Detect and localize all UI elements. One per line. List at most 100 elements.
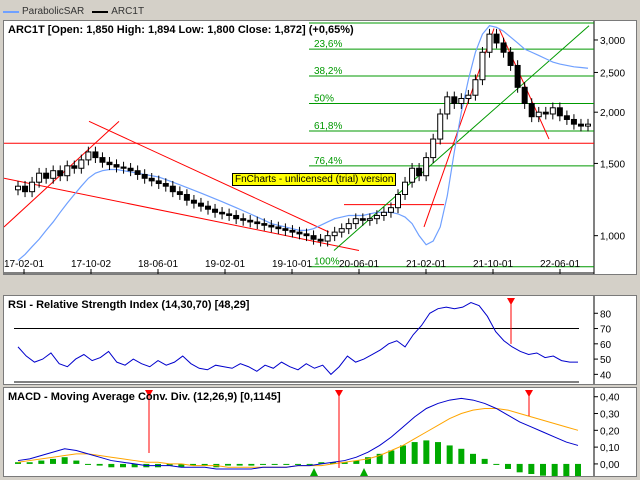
y-tick-label: 2,000 — [600, 108, 625, 119]
candle-body — [276, 227, 281, 229]
x-tick-label: 17-10-02 — [71, 259, 111, 270]
candle-body — [255, 222, 260, 224]
macd-histogram-bar — [120, 464, 126, 467]
candle-body — [410, 168, 415, 182]
candle-body — [564, 116, 569, 120]
macd-histogram-bar — [528, 464, 534, 474]
macd-histogram-bar — [97, 464, 103, 466]
x-tick-label: 20-06-01 — [339, 259, 379, 270]
candle-body — [44, 173, 49, 178]
candle-body — [213, 209, 218, 212]
macd-histogram-bar — [50, 459, 56, 464]
price-chart: 3,000 2,500 2,000 1,500 1,000 0% 23,6% 38,2% 50%… — [4, 21, 636, 274]
candle-body — [191, 200, 196, 203]
candle-body — [100, 158, 105, 163]
candle-body — [480, 52, 485, 79]
legend-label-price: ARC1T — [111, 6, 144, 17]
macd-histogram-bar — [15, 462, 21, 464]
macd-histogram-bar — [283, 464, 289, 465]
rsi-pane[interactable]: 80 70 60 50 40 RSI - Relative Strength Index… — [3, 295, 637, 385]
candle-body — [381, 212, 386, 215]
candle-body — [438, 114, 443, 139]
y-tick-label: 2,500 — [600, 68, 625, 79]
macd-histogram-bar — [38, 461, 44, 464]
y-tick-label: 1,000 — [600, 232, 625, 243]
macd-histogram-bar — [470, 454, 476, 464]
candle-body — [262, 224, 267, 226]
rsi-sell-marker — [507, 298, 515, 305]
macd-histogram-bar — [412, 442, 418, 464]
macd-histogram-bar — [248, 464, 254, 466]
x-tick-label: 21-02-01 — [406, 259, 446, 270]
candle-body — [515, 65, 520, 87]
macd-histogram-bar — [73, 461, 79, 464]
candle-body — [571, 119, 576, 124]
fib-level-label: 23,6% — [314, 39, 342, 50]
candle-body — [452, 97, 457, 104]
price-pane[interactable]: 3,000 2,500 2,000 1,500 1,000 0% 23,6% 38,2% 50%… — [3, 20, 637, 275]
candle-body — [374, 215, 379, 218]
y-tick-label: 3,000 — [600, 36, 625, 47]
candle-body — [114, 165, 119, 167]
candle-body — [248, 220, 253, 222]
x-tick-label: 19-02-01 — [205, 259, 245, 270]
macd-pane[interactable]: 0,40 0,30 0,20 0,10 0,00 MACD - Moving Avera… — [3, 387, 637, 477]
candle-body — [586, 124, 591, 126]
macd-signal-line — [18, 408, 578, 467]
candle-body — [142, 174, 147, 178]
candle-body — [304, 234, 309, 236]
macd-histogram-bar — [563, 464, 569, 476]
candle-body — [227, 214, 232, 216]
macd-histogram-bar — [482, 459, 488, 464]
candle-body — [184, 194, 189, 200]
x-tick-label: 21-10-01 — [473, 259, 513, 270]
macd-histogram-bar — [225, 464, 231, 466]
candle-body — [325, 236, 330, 241]
candle-body — [578, 124, 583, 126]
candle-body — [360, 219, 365, 221]
candle-body — [501, 43, 506, 52]
macd-histogram-bar — [27, 462, 33, 464]
macd-histogram-bar — [505, 464, 511, 469]
candle-body — [37, 173, 42, 182]
channel-lower — [4, 178, 359, 250]
rsi-pane-title: RSI - Relative Strength Index (14,30,70)… — [8, 299, 249, 311]
candle-body — [206, 206, 211, 209]
legend-item-price[interactable]: ARC1T — [92, 6, 144, 17]
macd-y-tick-label: 0,40 — [600, 393, 620, 404]
macd-histogram-bar — [237, 464, 243, 466]
candle-body — [536, 112, 541, 117]
candle-body — [177, 192, 182, 195]
candle-body — [388, 208, 393, 213]
macd-y-tick-label: 0,10 — [600, 443, 620, 454]
rsi-y-tick-label: 50 — [600, 355, 612, 366]
macd-histogram-bar — [575, 464, 581, 476]
candle-body — [403, 182, 408, 194]
candle-body — [107, 162, 112, 164]
rsi-y-tick-label: 60 — [600, 340, 612, 351]
macd-histogram-bar — [400, 445, 406, 463]
candle-body — [241, 219, 246, 221]
macd-line — [18, 398, 578, 469]
macd-histogram-bar — [307, 464, 313, 465]
candle-body — [121, 167, 126, 168]
macd-histogram-bar — [458, 449, 464, 464]
macd-histogram-bar — [388, 450, 394, 463]
candle-body — [332, 232, 337, 236]
candle-body — [51, 171, 56, 179]
legend-bar: ParabolicSAR ARC1T — [3, 3, 152, 20]
candle-body — [93, 152, 98, 158]
candle-body — [163, 184, 168, 187]
fib-level-label: 76,4% — [314, 156, 342, 167]
macd-histogram-bar — [552, 464, 558, 476]
macd-histogram-bar — [435, 442, 441, 464]
candle-body — [396, 194, 401, 207]
macd-histogram-bar — [540, 464, 546, 476]
candle-body — [318, 239, 323, 241]
candle-body — [459, 98, 464, 103]
legend-item-sar[interactable]: ParabolicSAR — [3, 6, 84, 17]
candle-body — [86, 152, 91, 160]
candle-body — [543, 112, 548, 114]
candle-body — [431, 139, 436, 158]
x-tick-label: 22-06-01 — [540, 259, 580, 270]
